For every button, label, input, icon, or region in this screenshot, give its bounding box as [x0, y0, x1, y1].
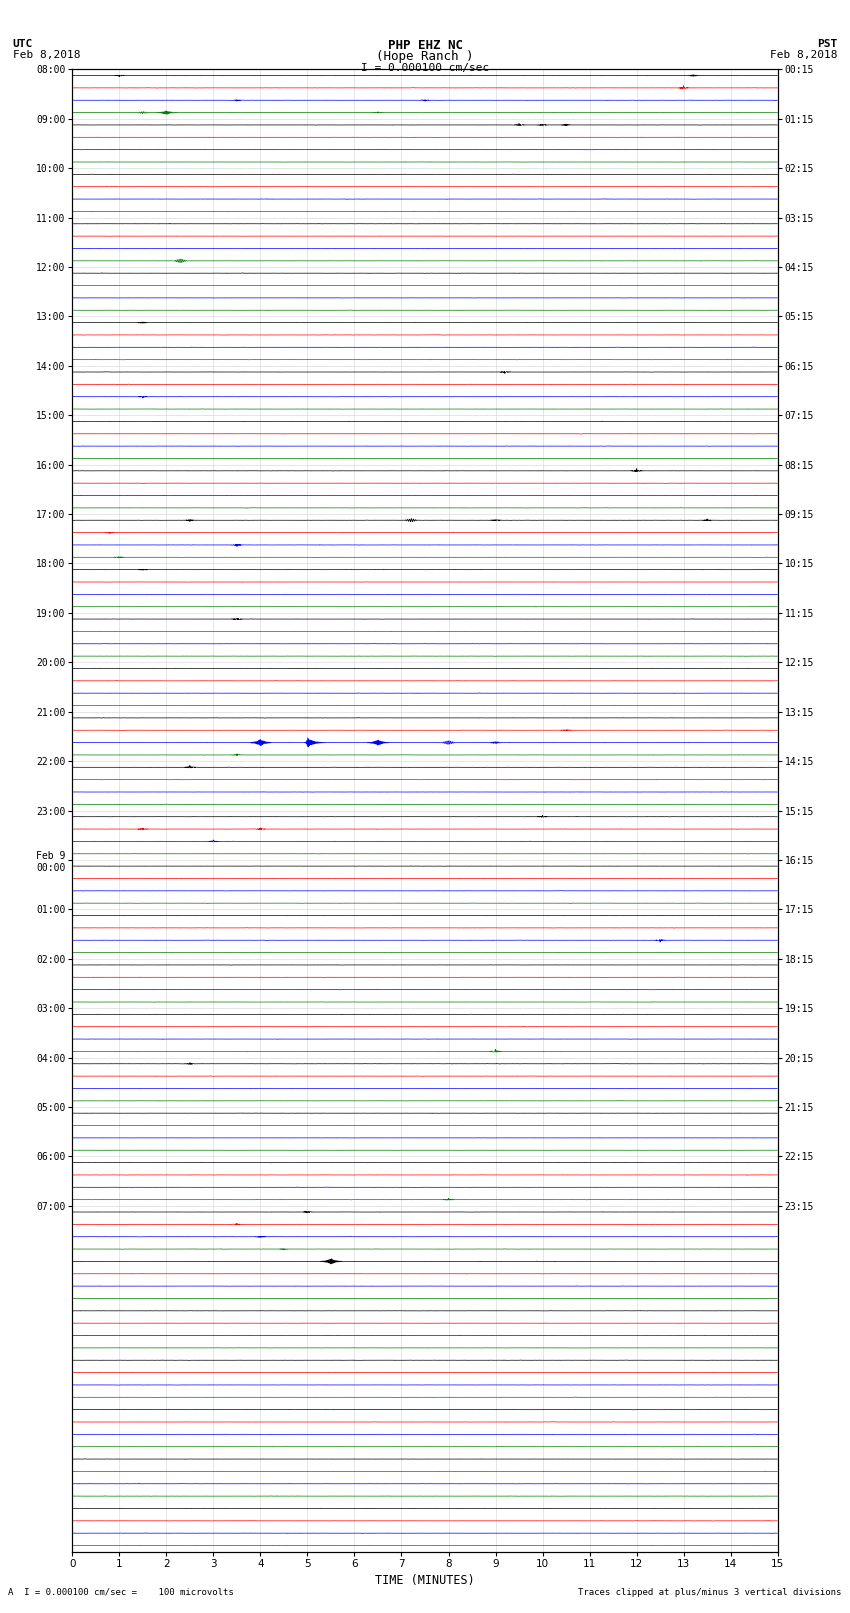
Text: PST: PST: [817, 39, 837, 48]
Text: PHP EHZ NC: PHP EHZ NC: [388, 39, 462, 52]
Text: (Hope Ranch ): (Hope Ranch ): [377, 50, 473, 63]
Text: UTC: UTC: [13, 39, 33, 48]
X-axis label: TIME (MINUTES): TIME (MINUTES): [375, 1574, 475, 1587]
Text: Traces clipped at plus/minus 3 vertical divisions: Traces clipped at plus/minus 3 vertical …: [578, 1587, 842, 1597]
Text: Feb 8,2018: Feb 8,2018: [13, 50, 80, 60]
Text: A  I = 0.000100 cm/sec =    100 microvolts: A I = 0.000100 cm/sec = 100 microvolts: [8, 1587, 235, 1597]
Text: Feb 8,2018: Feb 8,2018: [770, 50, 837, 60]
Text: I = 0.000100 cm/sec: I = 0.000100 cm/sec: [361, 63, 489, 73]
